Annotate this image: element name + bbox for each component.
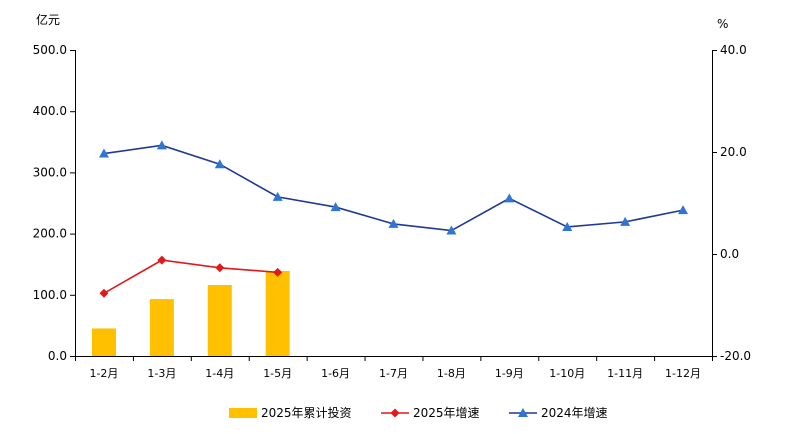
marker-triangle [446, 225, 457, 235]
legend-swatch-bar [229, 408, 257, 418]
marker-triangle [562, 221, 573, 231]
legend-label: 2025年累计投资 [261, 405, 352, 420]
left-tick-label: 300.0 [33, 165, 67, 179]
x-tick-label: 1-9月 [495, 367, 524, 380]
bar-1-2月 [91, 328, 116, 356]
left-axis-unit: 亿元 [36, 12, 60, 27]
bar-1-5月 [265, 270, 290, 356]
x-tick-label: 1-3月 [147, 367, 176, 380]
right-axis-ticks: -20.0 0.0 20.0 40.0 [712, 43, 751, 363]
line-2024年增速 [103, 144, 684, 232]
left-axis-ticks: 0.0 100.0 200.0 300.0 400.0 500.0 [33, 43, 75, 363]
x-axis-ticks: 1-2月 1-3月 1-4月 1-5月 1-6月 1-7月 1-8月 1-9月 1-10月 1-1… [75, 356, 713, 380]
marker-diamond [215, 263, 225, 273]
marker-triangle [678, 205, 689, 215]
left-tick-label: 400.0 [33, 104, 67, 118]
marker-triangle [156, 140, 167, 150]
bar-1-4月 [207, 285, 232, 356]
right-axis-unit: % [717, 17, 728, 31]
right-tick-label: 0.0 [720, 247, 739, 261]
x-tick-label: 1-12月 [665, 367, 701, 380]
marker-triangle [98, 148, 109, 158]
legend-label: 2024年增速 [541, 406, 608, 420]
x-tick-label: 1-4月 [205, 367, 234, 380]
marker-triangle [330, 202, 341, 212]
marker-triangle [272, 191, 283, 201]
right-tick-label: -20.0 [720, 349, 751, 363]
marker-triangle [620, 216, 631, 226]
marker-diamond [273, 267, 283, 277]
legend-label: 2025年增速 [413, 406, 480, 420]
legend-marker-diamond [390, 408, 400, 418]
right-tick-label: 20.0 [720, 145, 747, 159]
right-tick-label: 40.0 [720, 43, 747, 57]
bar-series-2025-investment [91, 270, 290, 356]
marker-diamond [99, 288, 109, 298]
x-tick-label: 1-6月 [321, 367, 350, 380]
marker-triangle [388, 218, 399, 228]
line-series [98, 140, 689, 298]
x-tick-label: 1-8月 [437, 367, 466, 380]
line-2025年增速 [103, 259, 278, 294]
left-tick-label: 200.0 [33, 227, 67, 241]
bar-1-3月 [149, 299, 174, 356]
marker-triangle [214, 159, 225, 169]
x-tick-label: 1-10月 [549, 367, 585, 380]
marker-diamond [157, 255, 167, 265]
left-tick-label: 500.0 [33, 43, 67, 57]
x-tick-label: 1-7月 [379, 367, 408, 380]
legend: 2025年累计投资 2025年增速 2024年增速 [229, 405, 608, 420]
x-tick-label: 1-11月 [607, 367, 643, 380]
marker-triangle [504, 193, 515, 203]
legend-marker-triangle [518, 408, 528, 417]
left-tick-label: 0.0 [48, 349, 67, 363]
x-tick-label: 1-5月 [263, 367, 292, 380]
x-tick-label: 1-2月 [89, 367, 118, 380]
left-tick-label: 100.0 [33, 288, 67, 302]
